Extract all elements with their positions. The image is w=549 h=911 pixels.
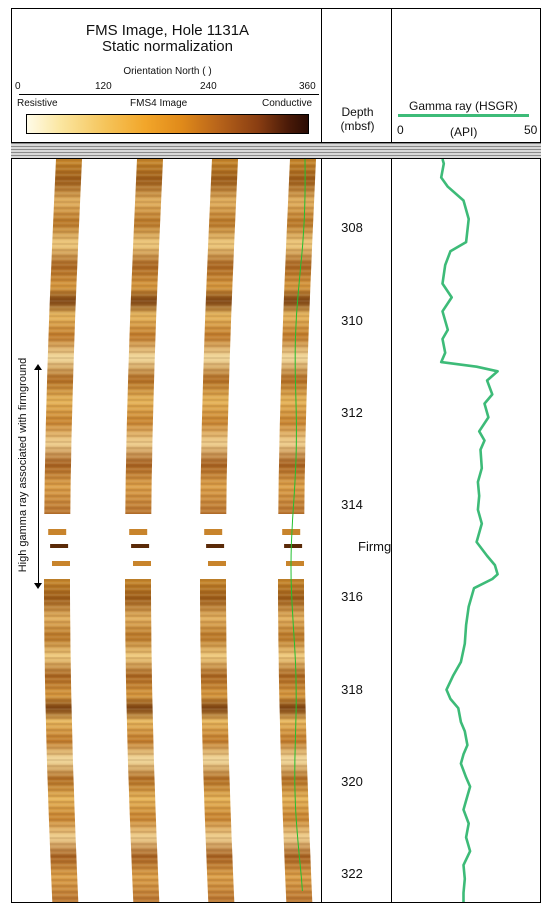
fms-pad-3-texture-2 bbox=[200, 579, 235, 902]
fms-pad-2-texture-1 bbox=[125, 159, 163, 514]
depth-tick-308: 308 bbox=[341, 220, 363, 236]
fms-fragment-4-3 bbox=[286, 561, 304, 566]
scale-center-label: FMS4 Image bbox=[130, 98, 188, 109]
header-fms-panel: FMS Image, Hole 1131A Static normalizati… bbox=[11, 8, 322, 143]
depth-word: Depth bbox=[341, 105, 374, 119]
gamma-header-label: Gamma ray (HSGR) bbox=[409, 99, 518, 113]
orientation-tick-360: 360 bbox=[299, 81, 316, 92]
gamma-panel bbox=[391, 158, 541, 903]
fms-pad-3-texture-1 bbox=[200, 159, 238, 514]
fms-fragment-1-2 bbox=[50, 544, 69, 548]
fms-fragment-3-3 bbox=[208, 561, 226, 566]
orientation-axis-line bbox=[19, 94, 319, 95]
annotation-arrow bbox=[38, 369, 39, 584]
color-scale-bar bbox=[26, 114, 309, 134]
orientation-tick-120: 120 bbox=[95, 81, 112, 92]
fms-fragment-1-3 bbox=[52, 561, 70, 566]
fms-fragment-3-2 bbox=[206, 544, 225, 548]
orientation-tick-240: 240 bbox=[200, 81, 217, 92]
header-depth-panel: Depth (mbsf) bbox=[321, 8, 392, 143]
fms-image-svg bbox=[44, 159, 316, 902]
gamma-axis-unit: (API) bbox=[450, 125, 478, 139]
gamma-legend-line bbox=[398, 114, 529, 117]
depth-tick-322: 322 bbox=[341, 866, 363, 882]
fms-pad-1-texture-1 bbox=[44, 159, 82, 514]
fms-pad-4-texture-1 bbox=[278, 159, 316, 514]
gamma-ray-series-line bbox=[439, 159, 499, 902]
gamma-axis-min: 0 bbox=[397, 123, 404, 137]
header-divider-band bbox=[11, 143, 541, 159]
annotation-arrow-bottom bbox=[34, 583, 42, 589]
side-note-label: High gamma ray associated with firmgroun… bbox=[17, 357, 29, 573]
annotation-arrow-top bbox=[34, 364, 42, 370]
scale-left-label: Resistive bbox=[17, 98, 58, 109]
title-line-2: Static normalization bbox=[102, 38, 233, 55]
depth-tick-318: 318 bbox=[341, 681, 363, 697]
header-gamma-panel: Gamma ray (HSGR) 0 (API) 50 bbox=[391, 8, 541, 143]
depth-tick-312: 312 bbox=[341, 404, 363, 420]
fms-image-panel: High gamma ray associated with firmgroun… bbox=[11, 158, 322, 903]
orientation-label: Orientation North ( ) bbox=[123, 66, 212, 77]
depth-header-label: Depth (mbsf) bbox=[322, 105, 393, 133]
fms-fragment-2-2 bbox=[131, 544, 150, 548]
fms-fragment-2-1 bbox=[129, 529, 148, 535]
fms-title: FMS Image, Hole 1131A Static normalizati… bbox=[12, 23, 323, 55]
depth-tick-316: 316 bbox=[341, 589, 363, 605]
fms-fragment-1-1 bbox=[48, 529, 67, 535]
gamma-ray-plot bbox=[439, 159, 499, 902]
title-line-1: FMS Image, Hole 1131A bbox=[85, 22, 250, 39]
depth-tick-314: 314 bbox=[341, 497, 363, 513]
fms-pad-2-texture-2 bbox=[125, 579, 160, 902]
depth-unit: (mbsf) bbox=[340, 119, 375, 133]
depth-tick-320: 320 bbox=[341, 774, 363, 789]
scale-right-label: Conductive bbox=[262, 98, 313, 109]
fms-fragment-2-3 bbox=[133, 561, 151, 566]
gamma-axis-max: 50 bbox=[524, 123, 538, 137]
depth-tick-310: 310 bbox=[341, 312, 363, 328]
fms-fragment-4-2 bbox=[284, 544, 303, 548]
fms-fragment-4-1 bbox=[282, 529, 301, 535]
orientation-tick-0: 0 bbox=[15, 81, 21, 92]
fms-fragment-3-1 bbox=[204, 529, 223, 535]
fms-image-trace-line bbox=[290, 159, 306, 892]
fms-pad-1-texture-2 bbox=[44, 579, 79, 902]
